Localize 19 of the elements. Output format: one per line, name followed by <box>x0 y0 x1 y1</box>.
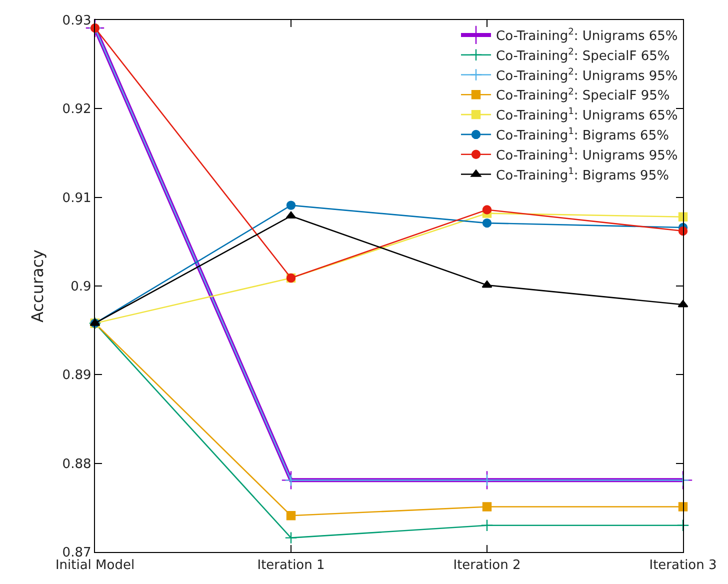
legend-label: Co-Training$^{2}$: Unigrams 95% <box>496 67 678 84</box>
legend-label: Co-Training$^{2}$: Unigrams 65% <box>496 28 678 44</box>
y-tick-label: 0.9 <box>70 280 92 295</box>
legend-label: Co-Training$^{1}$: Unigrams 65% <box>496 107 678 124</box>
y-tick-label: 0.92 <box>62 102 92 118</box>
legend-label: Co-Training$^{1}$: Unigrams 95% <box>496 146 678 164</box>
legend-label: Co-Training$^{1}$: Bigrams 65% <box>496 127 669 144</box>
x-tick-label: Iteration 3 <box>649 558 717 573</box>
y-tick-label: 0.93 <box>62 14 92 29</box>
y-tick-label: 0.89 <box>62 368 92 384</box>
y-tick-label: 0.91 <box>62 190 92 206</box>
y-axis-title: Accuracy <box>28 249 48 323</box>
legend-label: Co-Training$^{1}$: Bigrams 95% <box>496 166 669 184</box>
x-tick-label: Iteration 1 <box>257 558 325 573</box>
x-tick-label: Initial Model <box>55 558 135 573</box>
legend-label: Co-Training$^{2}$: SpecialF 65% <box>496 47 670 64</box>
legend-label: Co-Training$^{2}$: SpecialF 95% <box>496 87 670 104</box>
y-tick-label: 0.88 <box>62 456 92 472</box>
x-tick-label: Iteration 2 <box>453 558 521 573</box>
